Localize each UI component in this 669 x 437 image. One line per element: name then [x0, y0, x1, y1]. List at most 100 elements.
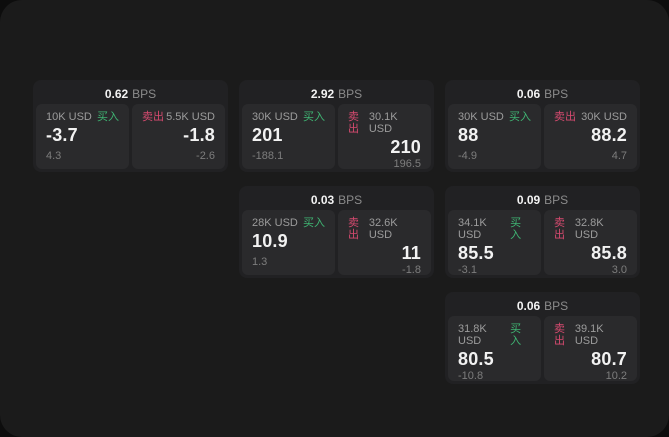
card-body: 30K USD 买入 201 -188.1 卖出 30.1K USD 210 1…: [242, 104, 431, 170]
buy-tile[interactable]: 28K USD 买入 10.9 1.3: [242, 210, 335, 275]
buy-side-label: 买入: [510, 217, 522, 242]
quote-card: 0.06 BPS 31.8K USD 买入 80.5 -10.8 卖出 39.1…: [445, 292, 640, 384]
bps-value: 0.06: [516, 298, 541, 313]
buy-price: -3.7: [46, 125, 78, 146]
buy-tile-header: 31.8K USD 买入: [458, 323, 531, 347]
buy-amount: 30K USD: [458, 111, 504, 123]
sell-tile[interactable]: 卖出 30.1K USD 210 196.5: [338, 104, 431, 170]
buy-price: 88: [458, 125, 479, 146]
bps-unit-label: BPS: [544, 192, 569, 207]
buy-tile-header: 10K USD 买入: [46, 111, 119, 123]
sell-tile[interactable]: 卖出 39.1K USD 80.7 10.2: [544, 316, 637, 382]
buy-price: 10.9: [252, 231, 288, 252]
bps-unit-label: BPS: [132, 86, 157, 101]
sell-sub-value: -1.8: [402, 263, 421, 276]
buy-side-label: 买入: [303, 111, 325, 123]
buy-tile[interactable]: 31.8K USD 买入 80.5 -10.8: [448, 316, 541, 382]
card-header: 0.62 BPS: [36, 83, 225, 104]
sell-tile[interactable]: 卖出 5.5K USD -1.8 -2.6: [132, 104, 225, 169]
sell-side-label: 卖出: [554, 323, 565, 348]
buy-side-label: 买入: [97, 111, 119, 123]
buy-side-label: 买入: [510, 323, 522, 348]
card-header: 0.09 BPS: [448, 189, 637, 210]
bps-unit-label: BPS: [544, 86, 569, 101]
sell-price: 88.2: [591, 125, 627, 146]
sell-amount: 30K USD: [581, 111, 627, 123]
sell-side-label: 卖出: [142, 111, 164, 123]
sell-side-label: 卖出: [554, 111, 576, 123]
buy-tile-header: 34.1K USD 买入: [458, 217, 531, 241]
sell-sub-value: 4.7: [611, 149, 627, 162]
card-header: 0.03 BPS: [242, 189, 431, 210]
sell-sub-value: 3.0: [611, 263, 627, 276]
quote-card: 2.92 BPS 30K USD 买入 201 -188.1 卖出 30.1K …: [239, 80, 434, 172]
sell-sub-value: -2.6: [196, 149, 215, 162]
card-body: 31.8K USD 买入 80.5 -10.8 卖出 39.1K USD 80.…: [448, 316, 637, 382]
quote-card: 0.03 BPS 28K USD 买入 10.9 1.3 卖出 32.6K US…: [239, 186, 434, 278]
sell-amount: 5.5K USD: [166, 111, 215, 123]
sell-tile[interactable]: 卖出 32.8K USD 85.8 3.0: [544, 210, 637, 276]
sell-tile-header: 卖出 32.8K USD: [554, 217, 627, 241]
sell-side-label: 卖出: [348, 217, 359, 242]
buy-amount: 28K USD: [252, 217, 298, 229]
sell-amount: 30.1K USD: [368, 111, 398, 136]
bps-value: 0.09: [516, 192, 541, 207]
sell-price: 11: [401, 243, 421, 264]
buy-side-label: 买入: [303, 217, 325, 229]
buy-tile-header: 30K USD 买入: [252, 111, 325, 123]
card-header: 0.06 BPS: [448, 83, 637, 104]
quote-card: 0.62 BPS 10K USD 买入 -3.7 4.3 卖出 5.5K USD…: [33, 80, 228, 172]
bps-unit-label: BPS: [338, 192, 363, 207]
buy-sub-value: -3.1: [458, 263, 477, 276]
sell-tile-header: 卖出 39.1K USD: [554, 323, 627, 347]
card-body: 30K USD 买入 88 -4.9 卖出 30K USD 88.2 4.7: [448, 104, 637, 169]
bps-unit-label: BPS: [338, 86, 363, 101]
buy-amount: 34.1K USD: [458, 217, 487, 242]
buy-tile-header: 28K USD 买入: [252, 217, 325, 229]
buy-amount: 30K USD: [252, 111, 298, 123]
bps-value: 0.06: [516, 86, 541, 101]
buy-sub-value: -4.9: [458, 149, 477, 162]
sell-tile[interactable]: 卖出 30K USD 88.2 4.7: [544, 104, 637, 169]
card-header: 2.92 BPS: [242, 83, 431, 104]
card-body: 34.1K USD 买入 85.5 -3.1 卖出 32.8K USD 85.8…: [448, 210, 637, 276]
buy-tile[interactable]: 34.1K USD 买入 85.5 -3.1: [448, 210, 541, 276]
sell-tile-header: 卖出 30.1K USD: [348, 111, 421, 135]
quote-card: 0.09 BPS 34.1K USD 买入 85.5 -3.1 卖出 32.8K…: [445, 186, 640, 278]
bps-unit-label: BPS: [544, 298, 569, 313]
sell-amount: 32.6K USD: [368, 217, 398, 242]
card-body: 10K USD 买入 -3.7 4.3 卖出 5.5K USD -1.8 -2.…: [36, 104, 225, 169]
buy-amount: 31.8K USD: [458, 323, 487, 348]
bps-value: 0.62: [104, 86, 129, 101]
buy-sub-value: -188.1: [252, 149, 284, 162]
bps-value: 0.03: [310, 192, 335, 207]
buy-price: 201: [252, 125, 283, 146]
buy-tile[interactable]: 30K USD 买入 201 -188.1: [242, 104, 335, 169]
sell-tile-header: 卖出 30K USD: [554, 111, 627, 123]
bps-value: 2.92: [310, 86, 335, 101]
sell-sub-value: 10.2: [605, 369, 627, 382]
sell-side-label: 卖出: [554, 217, 565, 242]
card-header: 0.06 BPS: [448, 295, 637, 316]
buy-price: 85.5: [458, 243, 494, 264]
buy-side-label: 买入: [509, 111, 531, 123]
buy-sub-value: 4.3: [46, 149, 62, 162]
sell-tile-header: 卖出 32.6K USD: [348, 217, 421, 241]
buy-sub-value: 1.3: [252, 255, 268, 268]
sell-amount: 39.1K USD: [574, 323, 604, 348]
sell-price: -1.8: [183, 125, 215, 146]
sell-tile[interactable]: 卖出 32.6K USD 11 -1.8: [338, 210, 431, 276]
buy-tile[interactable]: 10K USD 买入 -3.7 4.3: [36, 104, 129, 169]
sell-amount: 32.8K USD: [574, 217, 604, 242]
sell-tile-header: 卖出 5.5K USD: [142, 111, 215, 123]
buy-tile-header: 30K USD 买入: [458, 111, 531, 123]
sell-sub-value: 196.5: [393, 157, 421, 170]
buy-sub-value: -10.8: [458, 369, 484, 382]
sell-price: 80.7: [591, 349, 627, 370]
buy-tile[interactable]: 30K USD 买入 88 -4.9: [448, 104, 541, 169]
card-body: 28K USD 买入 10.9 1.3 卖出 32.6K USD 11 -1.8: [242, 210, 431, 276]
sell-price: 85.8: [591, 243, 627, 264]
buy-amount: 10K USD: [46, 111, 92, 123]
quote-card: 0.06 BPS 30K USD 买入 88 -4.9 卖出 30K USD 8…: [445, 80, 640, 172]
